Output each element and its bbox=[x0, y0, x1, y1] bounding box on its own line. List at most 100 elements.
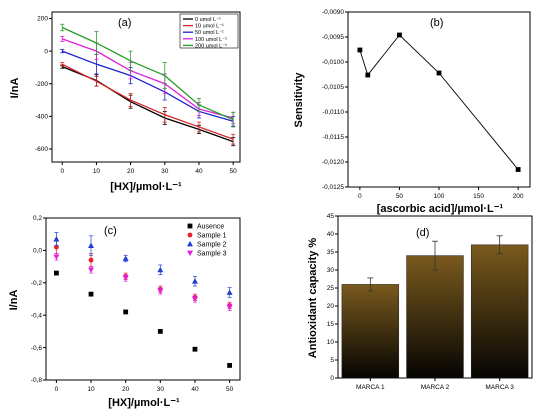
panel-b-series-line bbox=[359, 34, 519, 170]
panel-a-label: (a) bbox=[118, 17, 131, 29]
panel-c-point bbox=[123, 309, 129, 315]
panel-c-xlabel: [HX]/µmol·L⁻¹ bbox=[108, 397, 180, 409]
panel-b-xlabel: [ascorbic acid]/µmol·L⁻¹ bbox=[377, 203, 504, 215]
panel-b-plot-frame bbox=[347, 11, 531, 188]
panel-d-ytick-label: 30 bbox=[327, 267, 335, 274]
panel-d-ytick-label: 15 bbox=[327, 321, 335, 328]
panel-a-ytick-label: -200 bbox=[35, 81, 48, 88]
panel-d-ytick-label: 20 bbox=[327, 303, 335, 310]
panel-c-point bbox=[88, 267, 95, 273]
panel-c-ytick-label: -0,2 bbox=[31, 280, 43, 287]
panel-a-xtick-label: 10 bbox=[93, 168, 101, 175]
panel-b-series bbox=[357, 32, 521, 172]
panel-b-ticks: 0 50 100 150 200 -0,0090 -0,0095 -0,0100 -0,0105… bbox=[322, 9, 524, 200]
panel-b-xtick-label: 0 bbox=[358, 193, 362, 200]
panel-b-ytick-label: -0,0095 bbox=[322, 34, 344, 41]
panel-a-ytick-label: 200 bbox=[37, 16, 48, 23]
panel-d-ytick-label: 45 bbox=[327, 213, 335, 220]
panel-c-point bbox=[191, 296, 198, 302]
panel-d-category-label: MARCA 3 bbox=[485, 384, 514, 391]
panel-c-legend-marker bbox=[187, 241, 193, 247]
panel-c-legend-label: Ausence bbox=[197, 224, 224, 231]
panel-b-point bbox=[397, 32, 402, 38]
panel-c-point bbox=[226, 304, 233, 311]
panel-a-series-line bbox=[62, 38, 234, 119]
panel-c-point bbox=[157, 329, 163, 334]
panel-a-ticks: 0 10 20 30 40 50 200 0 -200 -400 -600 bbox=[35, 16, 237, 175]
panel-c-point bbox=[226, 289, 233, 295]
panel-b-ytick-label: -0,0125 bbox=[322, 184, 344, 191]
panel-c-point bbox=[157, 266, 164, 273]
panel-b-ylabel: Sensitivity bbox=[293, 72, 305, 128]
panel-b-xtick-label: 100 bbox=[434, 193, 445, 200]
panel-d-ytick-label: 5 bbox=[330, 357, 334, 364]
panel-d-ytick-label: 10 bbox=[327, 339, 335, 346]
panel-a-ytick-label: -400 bbox=[35, 114, 48, 121]
panel-b-xtick-label: 150 bbox=[473, 193, 484, 200]
panel-c-point bbox=[88, 242, 95, 248]
panel-b-ytick-label: -0,0090 bbox=[322, 9, 344, 16]
panel-a-series-line bbox=[62, 50, 234, 122]
panel-a-legend-label: 10 umol L⁻¹ bbox=[195, 24, 224, 30]
panel-b-point bbox=[357, 47, 363, 53]
panel-c-xtick-label: 40 bbox=[191, 386, 199, 393]
panel-b-label: (b) bbox=[430, 17, 443, 29]
panel-a-legend-box bbox=[179, 13, 239, 49]
panel-c-legend-label: Sample 3 bbox=[197, 251, 227, 258]
panel-c-plot-frame bbox=[45, 217, 241, 381]
panel-c-label: (c) bbox=[104, 225, 117, 237]
panel-c-legend-marker bbox=[187, 250, 193, 256]
panel-b-point bbox=[515, 167, 521, 172]
panel-b: (b) Sensitivity [ascorbic acid]/µmol·L⁻¹… bbox=[293, 9, 531, 215]
panel-c-ytick-label: 0,0 bbox=[33, 248, 42, 255]
panel-c-point bbox=[227, 363, 233, 368]
panel-c-ytick-label: -0,4 bbox=[31, 312, 43, 319]
panel-b-xtick-label: 200 bbox=[513, 193, 524, 200]
panel-d-bars: MARCA 1 MARCA 2 MARCA 3 bbox=[341, 235, 529, 391]
panel-a-plot-frame bbox=[51, 11, 241, 163]
panel-d: (d) Antioxidant capacity % 0 5 10 15 20 25 30 3… bbox=[307, 213, 533, 391]
panel-c-series bbox=[53, 232, 233, 368]
panel-c-xtick-label: 30 bbox=[157, 386, 165, 393]
panel-a-xlabel: [HX]/µmol·L⁻¹ bbox=[110, 181, 182, 193]
panel-c-point bbox=[53, 270, 59, 276]
panel-c-ytick-label: -0,8 bbox=[31, 377, 43, 384]
panel-c-point bbox=[122, 275, 129, 281]
panel-c-xtick-label: 50 bbox=[226, 386, 234, 393]
panel-c-ylabel: I/nA bbox=[8, 290, 20, 311]
panel-a-series-line bbox=[61, 26, 234, 121]
panel-d-bar bbox=[470, 244, 529, 379]
panel-c-point bbox=[191, 278, 198, 284]
panel-c-ytick-label: -0,6 bbox=[31, 345, 43, 352]
panel-c-legend-label: Sample 2 bbox=[197, 242, 227, 249]
panel-d-category-label: MARCA 1 bbox=[356, 384, 385, 391]
panel-b-point bbox=[365, 72, 371, 78]
panel-c-ticks: 0 10 20 30 40 50 0,2 0,0 -0,2 -0,4 -0,6 -0,8 bbox=[31, 215, 234, 393]
panel-a-xtick-label: 30 bbox=[161, 168, 169, 175]
panel-b-ytick-label: -0,0110 bbox=[322, 109, 344, 116]
panel-a-legend-label: 0 umol L⁻¹ bbox=[195, 17, 221, 23]
panel-d-ytick-label: 0 bbox=[330, 375, 334, 382]
panel-d-ytick-label: 35 bbox=[327, 249, 335, 256]
panel-c-point bbox=[53, 254, 60, 260]
panel-b-point bbox=[436, 70, 442, 76]
panel-a-ylabel: I/nA bbox=[9, 78, 21, 99]
panel-b-ytick-label: -0,0105 bbox=[322, 84, 344, 91]
panel-b-xtick-label: 50 bbox=[396, 193, 404, 200]
panel-a-xtick-label: 20 bbox=[127, 168, 135, 175]
panel-b-ytick-label: -0,0120 bbox=[322, 159, 344, 166]
panel-c-xtick-label: 10 bbox=[87, 386, 95, 393]
panel-c-legend-marker bbox=[187, 223, 193, 229]
panel-c-point bbox=[122, 255, 129, 261]
panel-d-ticks: 0 5 10 15 20 25 30 35 40 45 bbox=[327, 213, 338, 382]
panel-a-ytick-label: 0 bbox=[44, 48, 48, 55]
panel-c-point bbox=[53, 236, 60, 242]
panel-c-xtick-label: 0 bbox=[55, 386, 59, 393]
panel-a-xtick-label: 50 bbox=[230, 168, 238, 175]
panel-d-ylabel: Antioxidant capacity % bbox=[307, 238, 319, 359]
panel-a-ytick-label: -600 bbox=[35, 146, 48, 153]
panel-d-bar bbox=[341, 284, 400, 379]
